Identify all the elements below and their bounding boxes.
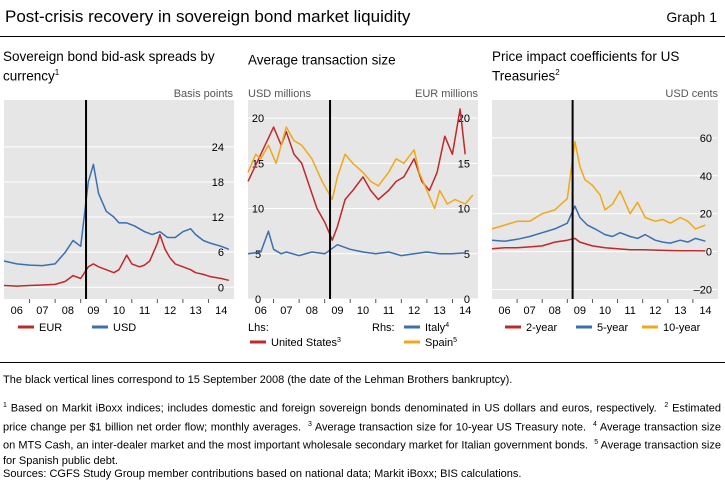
p3-x-tick-label: 14 (699, 305, 711, 317)
legend-italy-label: Italy4 (425, 322, 449, 334)
p3-x-tick-label: 13 (674, 305, 686, 317)
p1-x-tick-label: 14 (215, 305, 227, 317)
panel3-title: Price impact coefficients for US Treasur… (492, 49, 680, 84)
top-rule (0, 36, 725, 37)
p1-y-tick-label-right: 0 (218, 282, 224, 294)
p3-series-5-year (491, 205, 706, 244)
p2-unit-left: USD millions (248, 88, 311, 100)
p3-y-tick-label-right: –20 (694, 285, 712, 297)
p2-x-tick-label: 11 (383, 305, 394, 317)
p2-x-tick-label: 14 (459, 305, 471, 317)
sources: Sources: CGFS Study Group member contrib… (3, 468, 522, 480)
p3-y-tick-label-right: 20 (700, 209, 712, 221)
legend-spain-label: Spain5 (425, 337, 457, 349)
p3-series-10-year (491, 140, 706, 230)
p2-series-spain (247, 126, 474, 210)
p3-x-tick-label: 07 (524, 305, 536, 317)
p2-plot-area (248, 100, 478, 299)
p3-x-tick-label: 12 (649, 305, 661, 317)
p3-x-tick-label: 08 (549, 305, 561, 317)
panel2-title: Average transaction size (248, 52, 396, 68)
p1-x-tick-label: 06 (11, 305, 23, 317)
p1-y-tick-label-right: 12 (212, 212, 224, 224)
p2-series-italy (247, 230, 466, 257)
legend-5y-label: 5-year (597, 322, 629, 334)
legend-lhs-label: Lhs: (248, 322, 269, 334)
p1-y-tick-label-right: 6 (218, 247, 224, 259)
legend-eur-label: EUR (39, 322, 62, 334)
p2-unit-right: EUR millions (415, 88, 478, 100)
p2-y-tick-label-right: 10 (458, 204, 470, 216)
p3-x-tick-label: 10 (599, 305, 611, 317)
legend-us-label: United States3 (271, 337, 341, 349)
p1-y-tick-label-right: 24 (212, 142, 224, 154)
p1-x-tick-label: 07 (36, 305, 48, 317)
p2-x-tick-label: 07 (280, 305, 292, 317)
p3-y-tick-label-right: 60 (700, 133, 712, 145)
p3-series-2-year (491, 237, 706, 252)
footnotes-block: 1 Based on Markit iBoxx indices; include… (3, 402, 721, 467)
legend-usd-label: USD (113, 322, 136, 334)
p2-x-tick-label: 10 (357, 305, 369, 317)
p1-x-tick-label: 08 (62, 305, 74, 317)
p2-x-tick-label: 12 (408, 305, 420, 317)
footnote-lehman: The black vertical lines correspond to 1… (3, 374, 513, 386)
p3-y-tick-label-right: 40 (700, 171, 712, 183)
p1-x-tick-label: 09 (87, 305, 99, 317)
p2-y-tick-label-right: 15 (458, 158, 470, 170)
panel1-title: Sovereign bond bid-ask spreads by curren… (3, 49, 215, 84)
p3-x-tick-label: 09 (574, 305, 586, 317)
p2-y-tick-label-right: 5 (464, 249, 470, 261)
p3-plot-area (492, 100, 718, 299)
p2-x-tick-label: 06 (255, 305, 267, 317)
p2-series-united-states (247, 108, 466, 241)
p1-series-eur (3, 233, 230, 287)
p1-series-usd (3, 163, 230, 267)
p1-x-tick-label: 10 (113, 305, 125, 317)
p2-y-tick-label-left: 10 (252, 204, 264, 216)
graph-title: Post-crisis recovery in sovereign bond m… (5, 7, 411, 26)
p2-y-tick-label-right: 0 (464, 294, 470, 306)
p1-x-tick-label: 12 (164, 305, 176, 317)
legend-2y-label: 2-year (526, 322, 558, 334)
p2-x-tick-label: 08 (306, 305, 318, 317)
p1-x-tick-label: 13 (190, 305, 202, 317)
p2-y-tick-label-left: 5 (255, 249, 261, 261)
p2-y-tick-label-left: 0 (255, 294, 261, 306)
p1-y-tick-label-right: 18 (212, 177, 224, 189)
p2-x-tick-label: 13 (434, 305, 446, 317)
p2-x-tick-label: 09 (331, 305, 343, 317)
legend-10y-label: 10-year (663, 322, 701, 334)
p2-y-tick-label-left: 20 (252, 113, 264, 125)
graph-label: Graph 1 (666, 9, 717, 25)
p1-x-tick-label: 11 (139, 305, 150, 317)
p1-unit-label: Basis points (174, 88, 234, 100)
p3-unit-label: USD cents (665, 88, 718, 100)
legend-rhs-label: Rhs: (372, 322, 395, 334)
bottom-rule (0, 362, 725, 363)
p3-y-tick-label-right: 0 (706, 247, 712, 259)
p3-x-tick-label: 11 (624, 305, 635, 317)
p3-x-tick-label: 06 (498, 305, 510, 317)
